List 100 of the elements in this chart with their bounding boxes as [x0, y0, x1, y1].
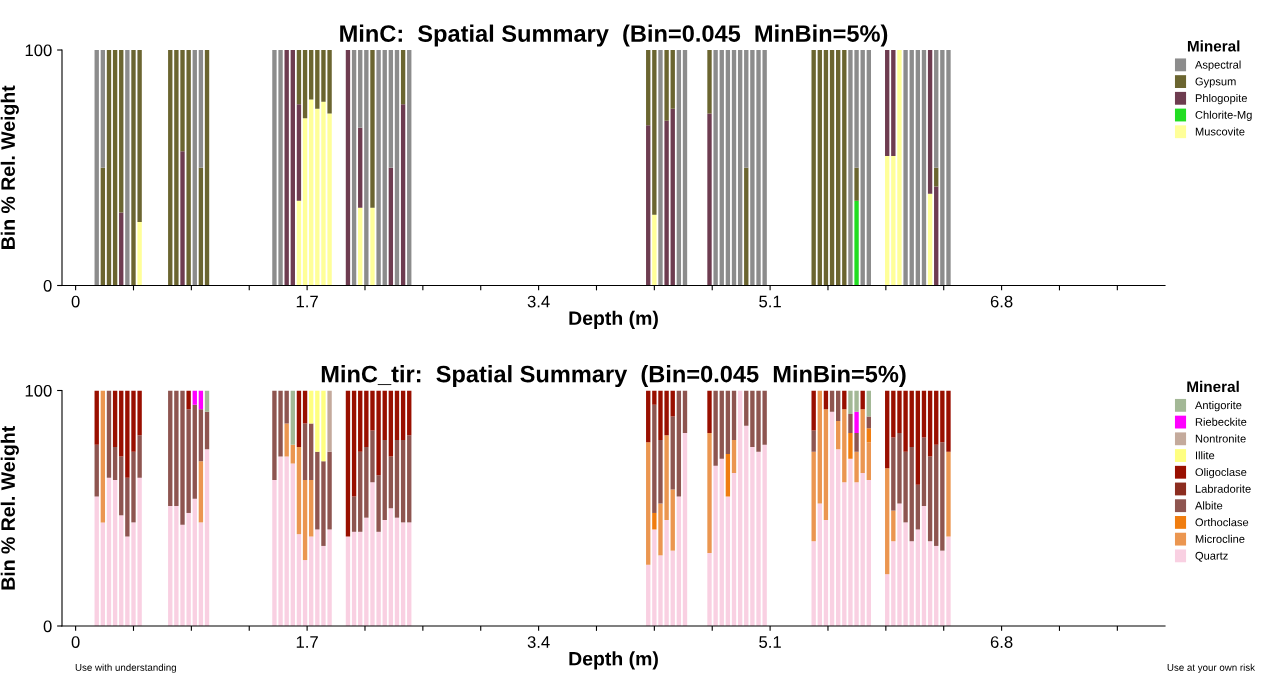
bar: [676, 50, 682, 286]
bar: [854, 432, 859, 452]
bar: [100, 522, 106, 626]
bar: [351, 496, 357, 532]
bar: [296, 534, 302, 626]
bar: [927, 50, 933, 194]
x-tick-label: 3.4: [527, 295, 550, 308]
bar: [836, 50, 841, 286]
bar: [198, 522, 204, 626]
legend-title: Mineral: [1187, 40, 1240, 52]
bar: [817, 50, 822, 286]
legend-label: Orthoclase: [1195, 518, 1249, 527]
bar: [744, 167, 749, 286]
bar: [119, 50, 124, 213]
bar: [119, 456, 124, 516]
bar: [646, 50, 651, 126]
bar: [934, 545, 939, 626]
bar: [309, 536, 314, 626]
bar: [891, 510, 896, 542]
bar: [921, 437, 927, 506]
x-axis-title: Depth (m): [569, 651, 658, 670]
bar: [934, 167, 939, 187]
bar: [290, 444, 295, 464]
bar: [731, 50, 737, 286]
bar: [829, 50, 835, 286]
bar: [676, 496, 682, 626]
bar: [854, 200, 859, 286]
bar: [351, 390, 357, 497]
legend-label: Illite: [1195, 451, 1215, 460]
legend-label: Quartz: [1195, 551, 1228, 562]
bar: [885, 390, 890, 469]
bar: [854, 167, 859, 201]
bar: [713, 390, 718, 466]
bar: [296, 104, 302, 201]
y-tick-label: 100: [25, 384, 52, 397]
bar: [848, 432, 853, 459]
bar: [927, 193, 933, 286]
y-tick-label: 0: [43, 279, 52, 292]
bar: [137, 221, 142, 286]
bar: [817, 390, 822, 504]
bar: [358, 451, 363, 532]
bar: [811, 541, 816, 626]
bar: [192, 390, 197, 405]
bar: [737, 390, 743, 626]
bar: [725, 390, 731, 455]
bar: [290, 50, 295, 286]
bar: [204, 411, 210, 450]
bar: [860, 50, 865, 286]
bar: [112, 50, 118, 286]
bar: [119, 212, 124, 286]
legend-label: Muscovite: [1195, 127, 1245, 136]
x-tick-label: 0: [71, 295, 80, 308]
bar: [296, 200, 302, 286]
bar: [885, 468, 890, 575]
bar: [388, 167, 394, 286]
bar: [823, 520, 829, 626]
bar: [885, 155, 890, 286]
bar: [915, 484, 921, 530]
bar: [652, 50, 657, 215]
bar: [204, 390, 210, 412]
bar: [382, 520, 387, 626]
bar: [646, 125, 651, 286]
legend-label: Aspectral: [1194, 60, 1241, 71]
bar: [302, 423, 308, 480]
bar: [731, 390, 737, 440]
legend-label: Microcline: [1195, 534, 1245, 543]
bar: [670, 108, 675, 286]
bar: [836, 421, 841, 450]
bar: [112, 479, 118, 626]
bar: [921, 50, 927, 286]
bar: [927, 541, 933, 626]
legend-label: Nontronite: [1195, 434, 1246, 443]
bar: [866, 479, 871, 626]
bar: [400, 50, 406, 105]
bar: [903, 50, 908, 286]
bar: [823, 50, 829, 286]
bar: [198, 461, 204, 523]
bar: [284, 50, 289, 286]
bar: [866, 416, 871, 429]
bar: [860, 409, 865, 473]
bar: [351, 531, 357, 626]
bar: [192, 404, 197, 499]
legend-label: Gypsum: [1195, 77, 1236, 88]
bar: [394, 50, 400, 286]
bar: [302, 118, 308, 286]
bar: [915, 390, 921, 485]
bar: [842, 409, 847, 483]
bar: [836, 449, 841, 626]
bar: [915, 50, 921, 286]
bar: [100, 167, 106, 286]
bar: [168, 390, 173, 506]
x-tick-label: 5.1: [759, 636, 781, 648]
bar: [376, 50, 381, 286]
bar: [382, 390, 387, 440]
bar: [909, 50, 914, 286]
bar: [885, 574, 890, 626]
y-axis-title: Bin % Rel. Weight: [0, 426, 19, 590]
bar: [915, 529, 921, 626]
bar: [811, 390, 816, 431]
bar: [358, 207, 363, 286]
